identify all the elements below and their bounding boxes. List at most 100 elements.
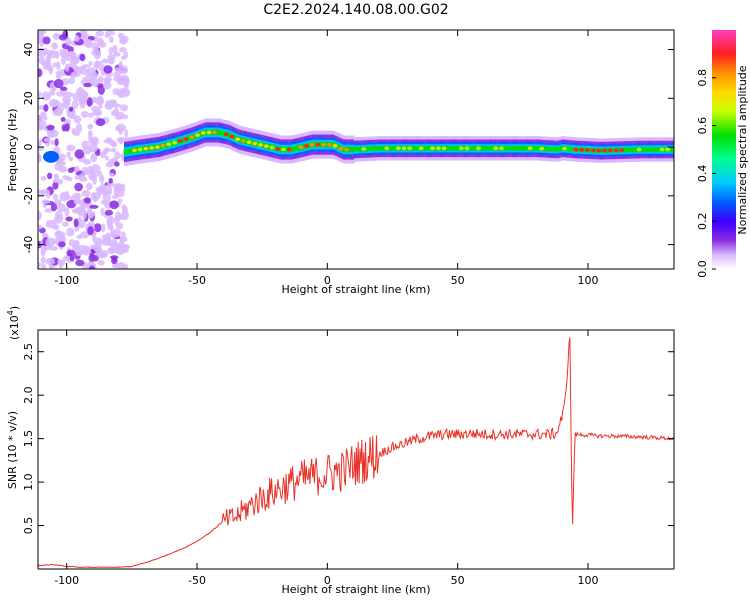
heatmap-noise-cell bbox=[59, 48, 68, 55]
heatmap-noise-cell bbox=[120, 55, 127, 60]
heatmap-noise-cell bbox=[110, 147, 117, 153]
heatmap-cell bbox=[411, 145, 414, 151]
heatmap-noise-cell bbox=[112, 44, 118, 54]
heatmap-noise-cell bbox=[80, 110, 89, 118]
heatmap-cell bbox=[181, 137, 185, 144]
heatmap-peak-cell bbox=[361, 147, 367, 151]
heatmap-peak-cell bbox=[596, 148, 602, 153]
spectrogram-ytick-label: -40 bbox=[22, 236, 35, 254]
heatmap-noise-cell bbox=[119, 80, 129, 86]
snr-ytick-label: 2.0 bbox=[22, 386, 35, 404]
heatmap-noise-cell bbox=[46, 124, 55, 131]
heatmap-noise-blob bbox=[43, 150, 60, 163]
heatmap-noise-cell bbox=[102, 184, 113, 194]
heatmap-noise-cell bbox=[38, 262, 42, 268]
spectrogram-xtick-label: -50 bbox=[188, 274, 206, 287]
heatmap-noise-cell bbox=[53, 173, 60, 181]
heatmap-noise-cell bbox=[55, 71, 61, 77]
heatmap-noise-cell bbox=[120, 231, 126, 239]
heatmap-noise-cell bbox=[45, 49, 55, 55]
heatmap-peak-cell bbox=[246, 140, 252, 144]
heatmap-peak-cell bbox=[240, 139, 246, 143]
heatmap-peak-cell bbox=[212, 130, 218, 135]
heatmap-noise-cell bbox=[38, 105, 45, 110]
heatmap-cell bbox=[360, 146, 363, 152]
heatmap-noise-cell bbox=[74, 149, 85, 159]
heatmap-noise-cell bbox=[60, 55, 66, 66]
figure-title: C2E2.2024.140.08.00.G02 bbox=[263, 2, 448, 18]
heatmap-cell bbox=[216, 129, 219, 136]
heatmap-cell bbox=[124, 149, 127, 155]
heatmap-cell bbox=[285, 146, 288, 153]
heatmap-peak-cell bbox=[378, 146, 384, 151]
heatmap-noise-cell bbox=[124, 129, 129, 138]
heatmap-noise-cell bbox=[92, 110, 101, 116]
heatmap-cell bbox=[439, 145, 443, 151]
heatmap-noise-cell bbox=[42, 115, 48, 121]
heatmap-noise-cell bbox=[45, 257, 55, 266]
heatmap-cell bbox=[388, 145, 391, 151]
heatmap-noise-cell bbox=[90, 192, 96, 201]
heatmap-peak-cell bbox=[464, 146, 470, 151]
heatmap-noise-cell bbox=[65, 216, 73, 222]
heatmap-cell bbox=[125, 148, 128, 155]
heatmap-noise-cell bbox=[78, 97, 84, 106]
spectrogram-ytick-label: -20 bbox=[22, 187, 35, 205]
heatmap-cell bbox=[428, 145, 432, 151]
heatmap-peak-cell bbox=[671, 147, 674, 152]
heatmap-peak-cell bbox=[493, 146, 499, 151]
heatmap-peak-cell bbox=[229, 134, 235, 139]
heatmap-noise-cell bbox=[108, 177, 113, 184]
svg-text:(x104): (x104) bbox=[6, 306, 21, 340]
heatmap-noise-cell bbox=[88, 172, 98, 181]
heatmap-noise-cell bbox=[38, 142, 42, 147]
heatmap-cell bbox=[199, 131, 202, 138]
heatmap-peak-cell bbox=[183, 137, 189, 141]
heatmap-noise-cell bbox=[57, 203, 66, 213]
heatmap-noise-cell bbox=[106, 215, 115, 225]
heatmap-cell bbox=[371, 146, 374, 152]
heatmap-noise-cell bbox=[86, 97, 93, 107]
heatmap-noise-cell bbox=[95, 30, 105, 37]
heatmap-peak-cell bbox=[390, 146, 395, 151]
heatmap-noise-cell bbox=[41, 263, 47, 269]
heatmap-noise-cell bbox=[74, 35, 80, 42]
heatmap-noise-cell bbox=[101, 234, 108, 239]
heatmap-peak-cell bbox=[573, 147, 579, 152]
heatmap-noise-cell bbox=[119, 237, 125, 244]
heatmap-cell bbox=[491, 145, 494, 151]
colorbar-tick-label: 0.0 bbox=[696, 260, 709, 278]
heatmap-noise-cell bbox=[78, 89, 88, 100]
heatmap-peak-cell bbox=[602, 148, 608, 153]
heatmap-cell bbox=[652, 147, 655, 152]
heatmap-peak-cell bbox=[304, 144, 309, 148]
spectrogram-ylabel: Frequency (Hz) bbox=[6, 109, 19, 192]
heatmap-noise-cell bbox=[104, 209, 114, 216]
heatmap-noise-cell bbox=[67, 167, 74, 174]
heatmap-noise-cell bbox=[123, 84, 129, 89]
heatmap-noise-cell bbox=[109, 172, 115, 177]
heatmap-peak-cell bbox=[544, 147, 550, 151]
heatmap-cell bbox=[377, 145, 380, 151]
heatmap-noise-cell bbox=[114, 151, 121, 160]
heatmap-peak-cell bbox=[481, 146, 487, 151]
heatmap-cell bbox=[256, 141, 260, 147]
snr-ytick-label: 2.5 bbox=[22, 343, 35, 361]
heatmap-cell bbox=[170, 140, 174, 147]
heatmap-peak-cell bbox=[619, 148, 625, 152]
colorbar-tick-label: 0.6 bbox=[696, 117, 709, 135]
heatmap-peak-cell bbox=[590, 148, 596, 153]
heatmap-noise-cell bbox=[82, 247, 91, 256]
heatmap-peak-cell bbox=[206, 130, 212, 135]
heatmap-cell bbox=[480, 145, 483, 151]
heatmap-noise-cell bbox=[41, 91, 51, 101]
heatmap-peak-cell bbox=[200, 131, 206, 135]
heatmap-peak-cell bbox=[653, 147, 659, 152]
heatmap-noise-cell bbox=[40, 176, 47, 181]
heatmap-noise-cell bbox=[121, 204, 127, 211]
heatmap-cell bbox=[646, 147, 649, 152]
heatmap-peak-cell bbox=[470, 146, 476, 151]
heatmap-cell bbox=[164, 142, 167, 149]
heatmap-noise-cell bbox=[61, 221, 69, 227]
heatmap-peak-cell bbox=[177, 139, 183, 143]
